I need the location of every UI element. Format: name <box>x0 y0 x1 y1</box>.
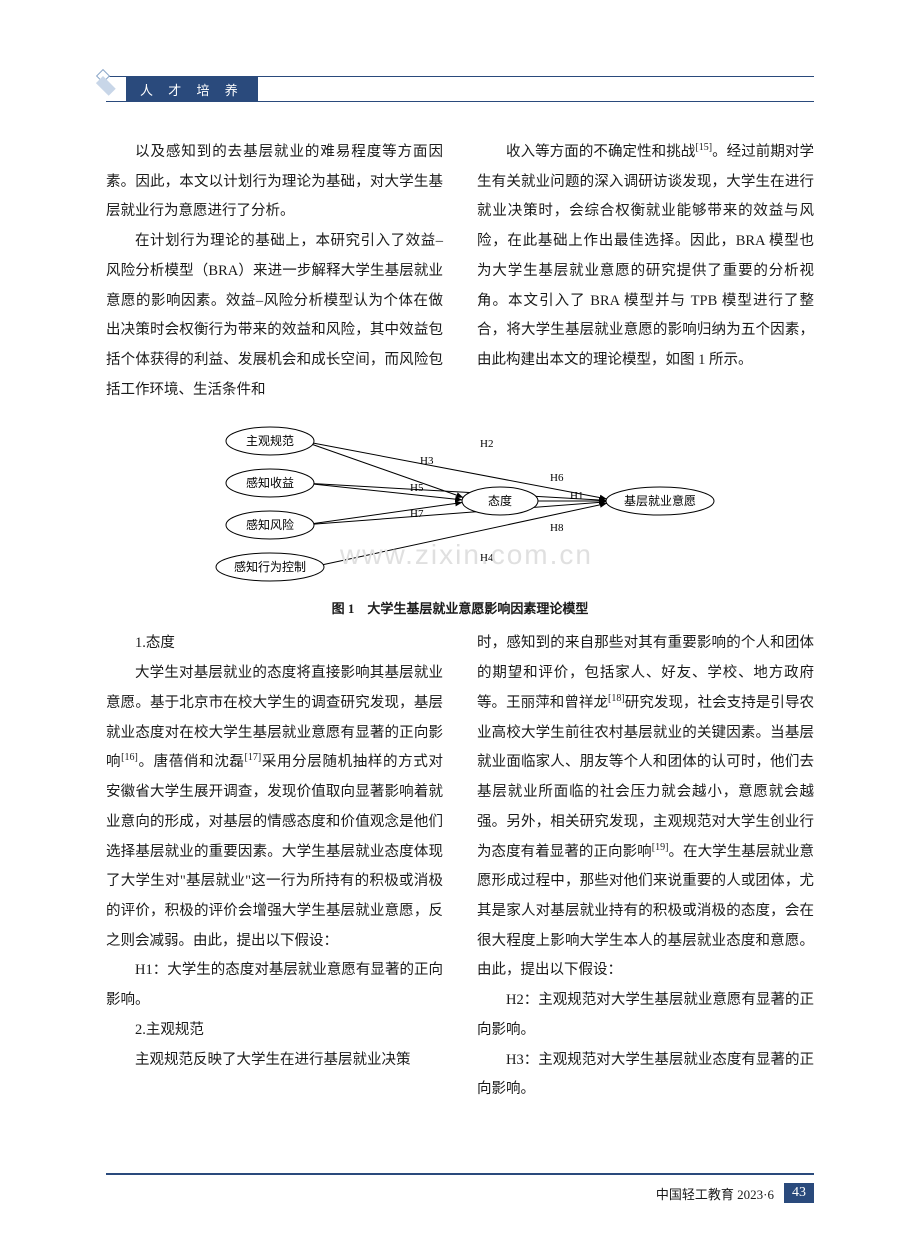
hypothesis-h2: H2：主观规范对大学生基层就业意愿有显著的正向影响。 <box>477 986 814 1045</box>
upper-left-p2: 在计划行为理论的基础上，本研究引入了效益–风险分析模型（BRA）来进一步解释大学… <box>106 227 443 405</box>
svg-text:态度: 态度 <box>488 493 512 508</box>
header-category: 人 才 培 养 <box>126 77 258 102</box>
header-ornament <box>96 69 110 83</box>
figure-1-wrap: H2 H3 H5 H6 H7 H8 H4 H1 主观规范感知收益感知风险感知行为控制 态度 基层就业… <box>106 419 814 617</box>
lower-right-p1-c: 。在大学生基层就业意愿形成过程中，那些对他们来说重要的人或团体，尤其是家人对基层… <box>477 844 814 979</box>
upper-right-p1-b: 。经过前期对学生有关就业问题的深入调研访谈发现，大学生在进行就业决策时，会综合权… <box>477 144 814 368</box>
svg-text:H5: H5 <box>410 482 424 494</box>
figure-1-caption: 图 1 大学生基层就业意愿影响因素理论模型 <box>106 598 814 617</box>
hypothesis-h1: H1：大学生的态度对基层就业意愿有显著的正向影响。 <box>106 956 443 1015</box>
footer-journal: 中国轻工教育 2023·6 <box>656 1184 774 1203</box>
footer-page-number: 43 <box>784 1183 814 1203</box>
lower-columns: 1.态度 大学生对基层就业的态度将直接影响其基层就业意愿。基于北京市在校大学生的… <box>106 629 814 1105</box>
svg-text:感知风险: 感知风险 <box>246 517 294 532</box>
figure-1-diagram: H2 H3 H5 H6 H7 H8 H4 H1 主观规范感知收益感知风险感知行为控制 态度 基层就业… <box>200 419 720 589</box>
upper-left-p1: 以及感知到的去基层就业的难易程度等方面因素。因此，本文以计划行为理论为基础，对大… <box>106 138 443 227</box>
citation-17: [17] <box>245 753 262 764</box>
hypothesis-h3: H3：主观规范对大学生基层就业态度有显著的正向影响。 <box>477 1046 814 1105</box>
lower-left-p1: 大学生对基层就业的态度将直接影响其基层就业意愿。基于北京市在校大学生的调查研究发… <box>106 659 443 956</box>
svg-text:基层就业意愿: 基层就业意愿 <box>624 493 696 508</box>
section-2-title: 2.主观规范 <box>106 1016 443 1046</box>
lower-right-p1: 时，感知到的来自那些对其有重要影响的个人和团体的期望和评价，包括家人、好友、学校… <box>477 629 814 986</box>
lower-left-p2: 主观规范反映了大学生在进行基层就业决策 <box>106 1046 443 1076</box>
svg-text:H4: H4 <box>480 552 494 564</box>
svg-text:H8: H8 <box>550 522 564 534</box>
citation-15: [15] <box>695 142 712 153</box>
svg-text:H7: H7 <box>410 508 424 520</box>
svg-text:感知收益: 感知收益 <box>246 475 294 490</box>
citation-16: [16] <box>121 753 138 764</box>
lower-left-p1-c: 采用分层随机抽样的方式对安徽省大学生展开调查，发现价值取向显著影响着就业意向的形… <box>106 754 443 948</box>
upper-left-col: 以及感知到的去基层就业的难易程度等方面因素。因此，本文以计划行为理论为基础，对大… <box>106 138 443 405</box>
lower-right-p1-b: 研究发现，社会支持是引导农业高校大学生前往农村基层就业的关键因素。当基层就业面临… <box>477 695 814 860</box>
lower-right-col: 时，感知到的来自那些对其有重要影响的个人和团体的期望和评价，包括家人、好友、学校… <box>477 629 814 1105</box>
header-bar: 人 才 培 养 <box>106 76 814 102</box>
footer-rule <box>106 1173 814 1175</box>
citation-18: [18] <box>608 693 625 704</box>
upper-right-p1: 收入等方面的不确定性和挑战[15]。经过前期对学生有关就业问题的深入调研访谈发现… <box>477 138 814 376</box>
footer: 中国轻工教育 2023·6 43 <box>656 1183 814 1203</box>
lower-left-col: 1.态度 大学生对基层就业的态度将直接影响其基层就业意愿。基于北京市在校大学生的… <box>106 629 443 1105</box>
svg-text:H3: H3 <box>420 455 434 467</box>
citation-19: [19] <box>652 842 669 853</box>
svg-text:H6: H6 <box>550 472 564 484</box>
lower-left-p1-b: 。唐蓓俏和沈磊 <box>138 754 245 770</box>
svg-text:感知行为控制: 感知行为控制 <box>234 559 306 574</box>
upper-right-col: 收入等方面的不确定性和挑战[15]。经过前期对学生有关就业问题的深入调研访谈发现… <box>477 138 814 405</box>
svg-text:H2: H2 <box>480 438 493 450</box>
diagram-svg: H2 H3 H5 H6 H7 H8 H4 H1 主观规范感知收益感知风险感知行为控制 态度 基层就业… <box>200 419 720 589</box>
section-1-title: 1.态度 <box>106 629 443 659</box>
upper-right-p1-a: 收入等方面的不确定性和挑战 <box>506 144 695 160</box>
upper-columns: 以及感知到的去基层就业的难易程度等方面因素。因此，本文以计划行为理论为基础，对大… <box>106 138 814 405</box>
page-content: 以及感知到的去基层就业的难易程度等方面因素。因此，本文以计划行为理论为基础，对大… <box>106 138 814 1105</box>
svg-text:H1: H1 <box>570 490 583 502</box>
svg-text:主观规范: 主观规范 <box>246 433 294 448</box>
